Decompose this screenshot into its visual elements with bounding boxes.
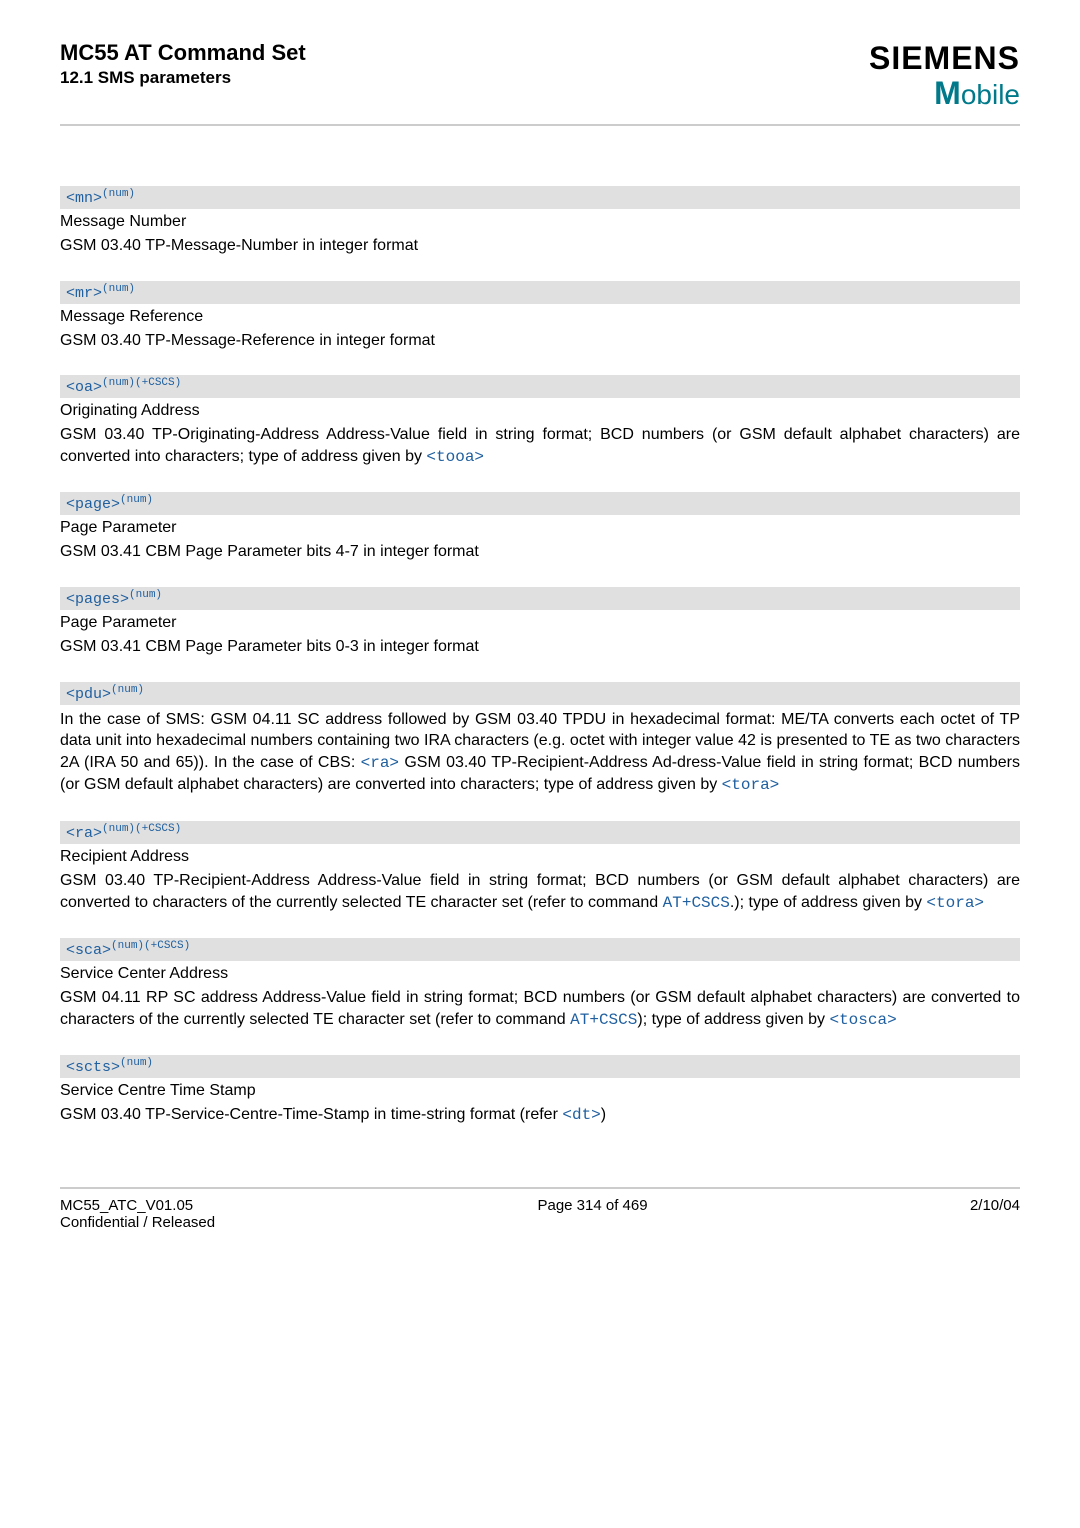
param-block: <ra>(num)(+CSCS) Recipient Address GSM 0… xyxy=(60,821,1020,914)
param-tag-text: <page> xyxy=(66,496,120,513)
header-right: SIEMENS Mobile xyxy=(869,40,1020,112)
param-block: <page>(num) Page Parameter GSM 03.41 CBM… xyxy=(60,492,1020,563)
param-sup: (num) xyxy=(120,1057,153,1069)
brand-sub: Mobile xyxy=(869,75,1020,112)
param-block: <pdu>(num) In the case of SMS: GSM 04.11… xyxy=(60,682,1020,797)
param-tag-text: <scts> xyxy=(66,1059,120,1076)
footer-confidential: Confidential / Released xyxy=(60,1214,215,1231)
param-sup: (num) xyxy=(111,684,144,696)
param-title: Service Centre Time Stamp xyxy=(60,1082,1020,1100)
param-tag: <scts>(num) xyxy=(60,1055,1020,1078)
doc-title: MC55 AT Command Set xyxy=(60,40,306,66)
param-tag-text: <mr> xyxy=(66,285,102,302)
param-tag: <oa>(num)(+CSCS) xyxy=(60,375,1020,398)
param-title: Message Reference xyxy=(60,308,1020,326)
page-footer: MC55_ATC_V01.05 Confidential / Released … xyxy=(60,1187,1020,1231)
param-sup: (num) xyxy=(102,283,135,295)
param-desc-text: .); type of address given by xyxy=(730,894,927,911)
param-sup: (num)(+CSCS) xyxy=(111,940,190,952)
param-title: Page Parameter xyxy=(60,614,1020,632)
footer-date: 2/10/04 xyxy=(970,1197,1020,1231)
param-desc: GSM 03.41 CBM Page Parameter bits 4-7 in… xyxy=(60,541,1020,563)
param-sup: (num) xyxy=(120,494,153,506)
param-tag: <pdu>(num) xyxy=(60,682,1020,705)
param-link[interactable]: <tora> xyxy=(926,894,984,912)
param-tag-text: <pdu> xyxy=(66,686,111,703)
param-title: Service Center Address xyxy=(60,965,1020,983)
param-desc-text: GSM 03.40 TP-Service-Centre-Time-Stamp i… xyxy=(60,1106,562,1123)
param-desc-text: GSM 03.40 TP-Originating-Address Address… xyxy=(60,426,1020,465)
param-sup: (num)(+CSCS) xyxy=(102,823,181,835)
param-block: <oa>(num)(+CSCS) Originating Address GSM… xyxy=(60,375,1020,468)
param-link[interactable]: <tora> xyxy=(722,776,780,794)
param-title: Message Number xyxy=(60,213,1020,231)
param-desc: GSM 03.40 TP-Originating-Address Address… xyxy=(60,424,1020,468)
param-desc: GSM 03.40 TP-Recipient-Address Address-V… xyxy=(60,870,1020,914)
param-link[interactable]: AT+CSCS xyxy=(570,1011,637,1029)
param-tag-text: <mn> xyxy=(66,190,102,207)
param-tag-text: <sca> xyxy=(66,942,111,959)
param-desc: In the case of SMS: GSM 04.11 SC address… xyxy=(60,709,1020,797)
param-sup: (num) xyxy=(129,589,162,601)
param-block: <pages>(num) Page Parameter GSM 03.41 CB… xyxy=(60,587,1020,658)
param-tag: <mr>(num) xyxy=(60,281,1020,304)
param-tag: <ra>(num)(+CSCS) xyxy=(60,821,1020,844)
param-desc: GSM 03.40 TP-Message-Number in integer f… xyxy=(60,235,1020,257)
param-title: Recipient Address xyxy=(60,848,1020,866)
param-link[interactable]: <tosca> xyxy=(829,1011,896,1029)
footer-left: MC55_ATC_V01.05 Confidential / Released xyxy=(60,1197,215,1231)
param-block: <scts>(num) Service Centre Time Stamp GS… xyxy=(60,1055,1020,1127)
param-link[interactable]: <ra> xyxy=(361,754,399,772)
brand-name: SIEMENS xyxy=(869,40,1020,77)
brand-m: M xyxy=(934,75,961,111)
footer-page: Page 314 of 469 xyxy=(537,1197,647,1231)
param-tag: <sca>(num)(+CSCS) xyxy=(60,938,1020,961)
param-title: Page Parameter xyxy=(60,519,1020,537)
param-title: Originating Address xyxy=(60,402,1020,420)
param-link[interactable]: <dt> xyxy=(562,1106,600,1124)
param-tag: <page>(num) xyxy=(60,492,1020,515)
param-block: <mn>(num) Message Number GSM 03.40 TP-Me… xyxy=(60,186,1020,257)
page-header: MC55 AT Command Set 12.1 SMS parameters … xyxy=(60,40,1020,126)
param-tag-text: <ra> xyxy=(66,825,102,842)
brand-rest: obile xyxy=(961,79,1020,110)
param-desc: GSM 03.41 CBM Page Parameter bits 0-3 in… xyxy=(60,636,1020,658)
param-desc-text: ); type of address given by xyxy=(637,1011,829,1028)
param-sup: (num) xyxy=(102,188,135,200)
param-desc: GSM 03.40 TP-Service-Centre-Time-Stamp i… xyxy=(60,1104,1020,1127)
param-tag: <mn>(num) xyxy=(60,186,1020,209)
param-desc: GSM 04.11 RP SC address Address-Value fi… xyxy=(60,987,1020,1031)
doc-subtitle: 12.1 SMS parameters xyxy=(60,68,306,88)
param-sup: (num)(+CSCS) xyxy=(102,377,181,389)
header-left: MC55 AT Command Set 12.1 SMS parameters xyxy=(60,40,306,88)
param-link[interactable]: <tooa> xyxy=(426,448,484,466)
param-tag-text: <pages> xyxy=(66,591,129,608)
content: <mn>(num) Message Number GSM 03.40 TP-Me… xyxy=(60,186,1020,1127)
param-desc-text: ) xyxy=(601,1106,606,1123)
param-tag: <pages>(num) xyxy=(60,587,1020,610)
param-block: <mr>(num) Message Reference GSM 03.40 TP… xyxy=(60,281,1020,352)
param-desc: GSM 03.40 TP-Message-Reference in intege… xyxy=(60,330,1020,352)
footer-version: MC55_ATC_V01.05 xyxy=(60,1197,215,1214)
param-link[interactable]: AT+CSCS xyxy=(663,894,730,912)
param-block: <sca>(num)(+CSCS) Service Center Address… xyxy=(60,938,1020,1031)
param-tag-text: <oa> xyxy=(66,379,102,396)
